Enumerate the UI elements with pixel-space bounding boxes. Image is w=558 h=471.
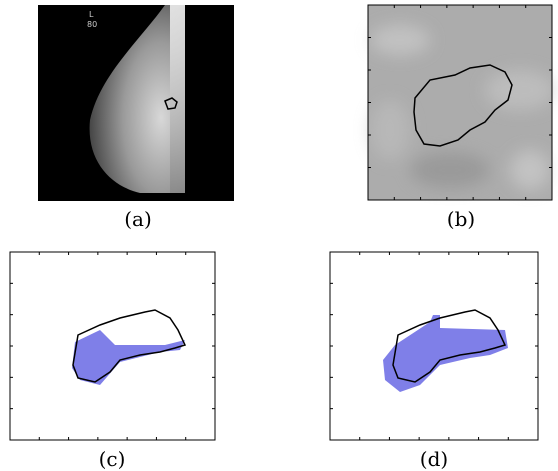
frame-ticks (10, 4, 553, 440)
chest-wall (170, 5, 185, 193)
panel-b: (b) (368, 5, 555, 231)
caption: (c) (99, 447, 126, 471)
panel-c: (c) (9, 251, 216, 471)
caption: (b) (447, 207, 475, 231)
image-label: L (89, 10, 94, 19)
image-label: 80 (87, 20, 97, 29)
lesion-contour (164, 97, 178, 110)
panel-a: L 80 (a) (38, 5, 234, 231)
texture (370, 25, 555, 190)
panel-d: (d) (329, 251, 539, 471)
ground-truth-contour (392, 309, 507, 383)
caption: (a) (124, 207, 152, 231)
caption: (d) (420, 447, 448, 471)
ground-truth-contour (72, 309, 187, 383)
plot-frame (367, 4, 553, 201)
segmentation (383, 315, 508, 392)
breast-tissue (89, 5, 185, 193)
lesion-contour (413, 64, 513, 147)
